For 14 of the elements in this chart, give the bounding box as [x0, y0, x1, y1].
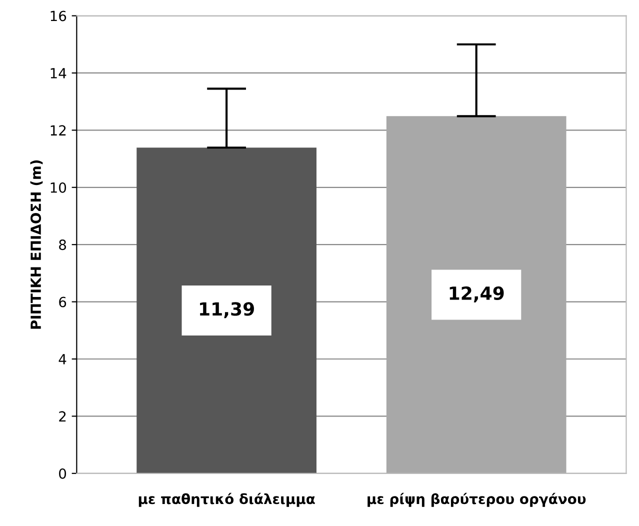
- y-tick-label: 4: [58, 354, 66, 364]
- y-axis-title: ΡΙΠΤΙΚΗ ΕΠΙΔΟΣΗ (m): [30, 160, 43, 329]
- data-label: 11,39: [200, 302, 254, 318]
- data-label: 12,49: [450, 286, 504, 302]
- y-tick-label: 10: [50, 182, 66, 193]
- x-tick-label: με ρίψη βαρύτερου οργάνου: [368, 492, 586, 507]
- y-tick-label: 8: [59, 240, 66, 250]
- y-tick-label: 6: [59, 296, 66, 308]
- y-tick-label: 2: [59, 411, 66, 422]
- y-tick-label: 0: [59, 468, 66, 479]
- x-tick-label: με παθητικό διάλειμμα: [138, 492, 315, 507]
- y-tick-label: 16: [50, 10, 66, 22]
- y-tick-label: 14: [50, 68, 66, 78]
- y-tick-label: 12: [50, 125, 66, 136]
